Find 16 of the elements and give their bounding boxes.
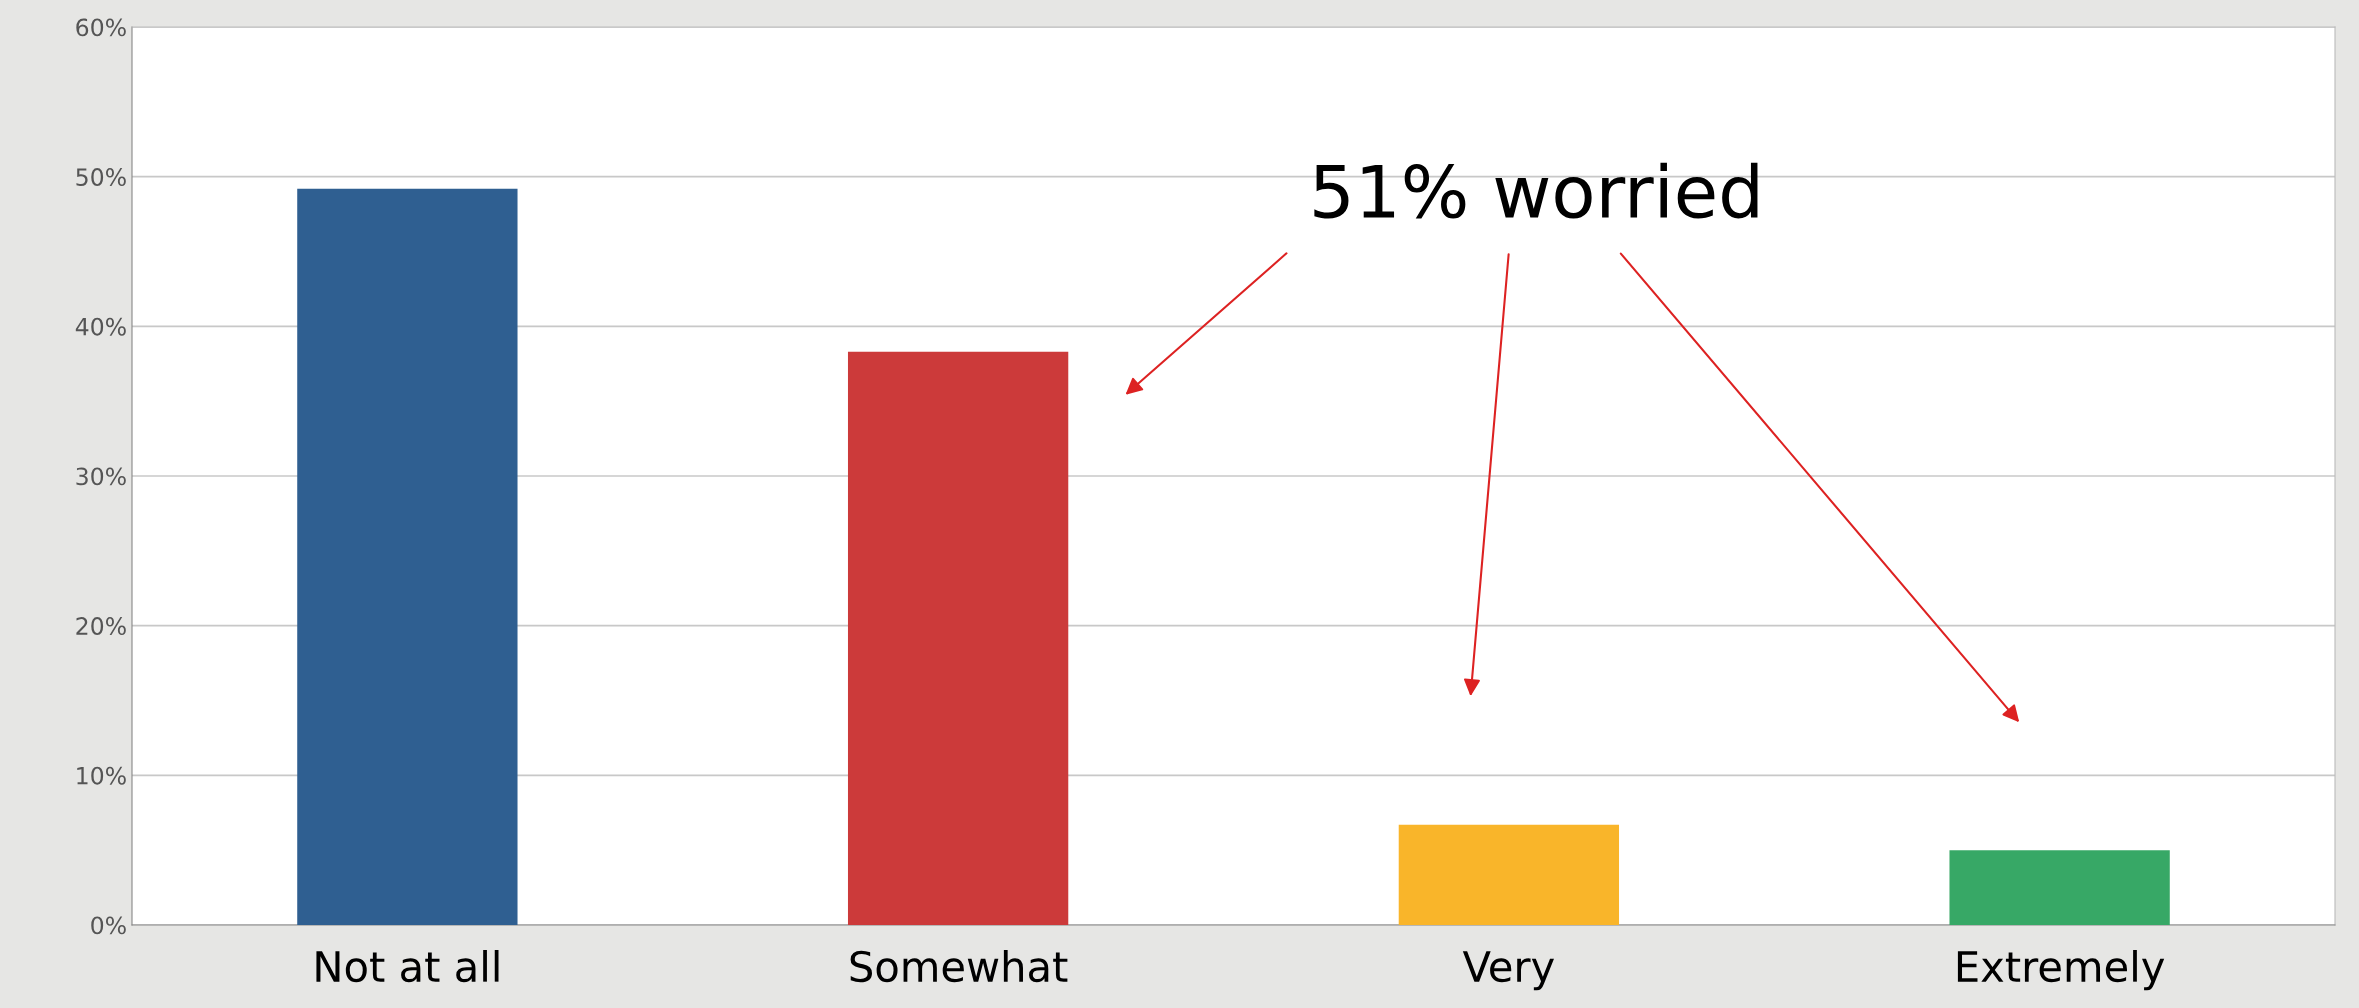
- y-tick-label: 40%: [75, 317, 126, 336]
- y-tick-label: 10%: [77, 766, 126, 785]
- bar: [1398, 824, 1620, 925]
- y-tick-label: 50%: [76, 168, 126, 186]
- y-tick-label: 0%: [91, 916, 126, 935]
- bar: [847, 351, 1069, 925]
- y-tick-label: 30%: [76, 467, 126, 486]
- x-tick-label: Very: [1462, 951, 1554, 991]
- y-tick-label: 20%: [76, 617, 126, 635]
- x-tick-label: Somewhat: [850, 950, 1068, 983]
- x-tick-label: Extremely: [1957, 950, 2165, 991]
- bar: [1949, 850, 2170, 925]
- bar: [297, 188, 518, 925]
- x-tick-label: Not at all: [316, 950, 499, 983]
- y-tick-label: 60%: [76, 18, 126, 37]
- annotation: 51% worried: [1314, 162, 1758, 219]
